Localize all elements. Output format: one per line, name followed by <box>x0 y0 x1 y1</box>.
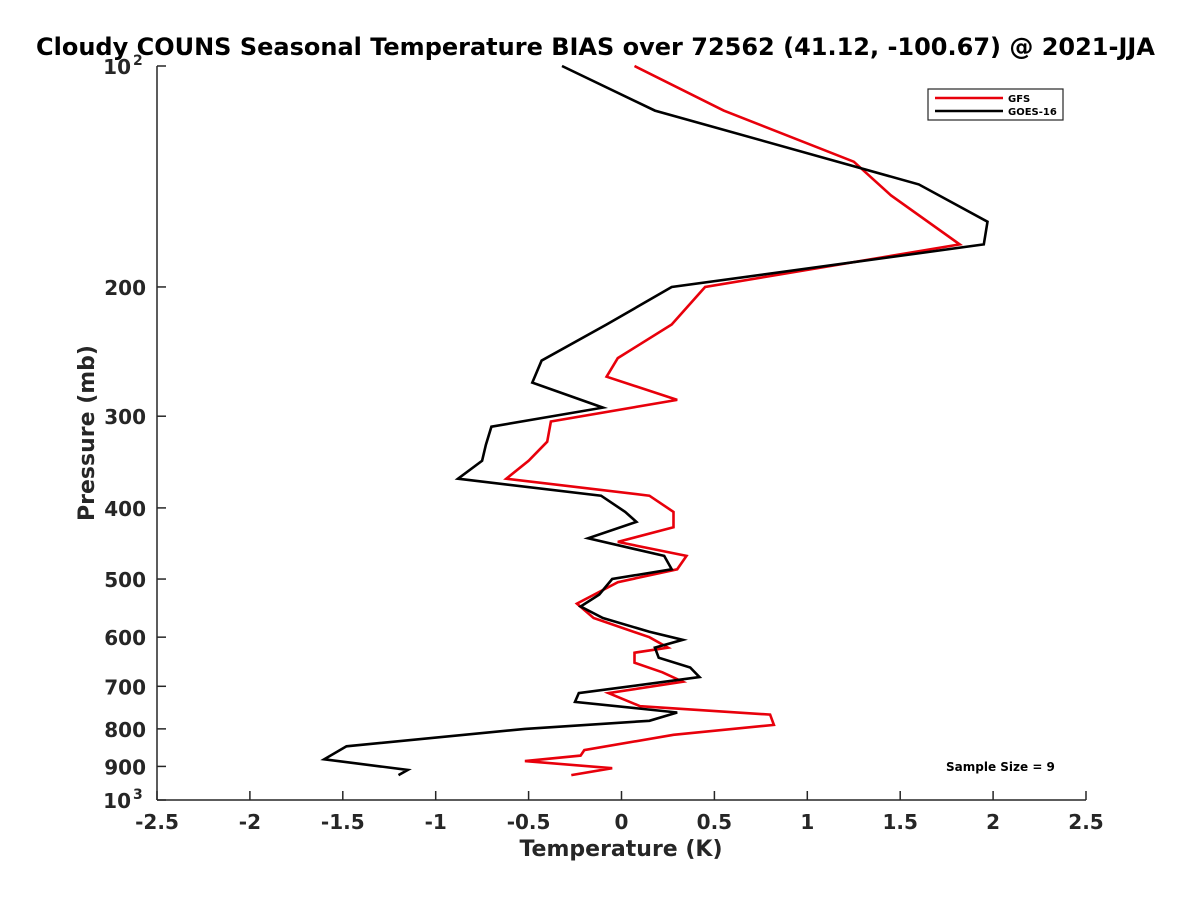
y-tick-label: 700 <box>104 675 146 699</box>
y-tick-label: 400 <box>104 497 146 521</box>
y-tick-label: 500 <box>104 568 146 592</box>
legend-box <box>927 88 1064 121</box>
series-line-gfs <box>503 64 964 777</box>
x-tick-label: -2 <box>239 810 261 834</box>
y-tick-label: 200 <box>104 276 146 300</box>
legend-label: GOES-16 <box>1008 107 1057 118</box>
plot-area <box>156 64 1086 801</box>
x-tick-label: 1.5 <box>882 810 917 834</box>
plot-background <box>157 66 1086 800</box>
x-tick-label: 2 <box>986 810 1000 834</box>
y-tick-label: 900 <box>104 755 146 779</box>
x-tick-label: -0.5 <box>507 810 551 834</box>
x-tick-label: 0.5 <box>697 810 732 834</box>
series-layer <box>320 64 989 777</box>
y-tick-label: 10 <box>103 789 131 813</box>
y-tick-exponent: 2 <box>133 53 143 69</box>
sample-size-annotation: Sample Size = 9 <box>946 760 1055 774</box>
x-tick-label: 1 <box>800 810 814 834</box>
chart-title: Cloudy COUNS Seasonal Temperature BIAS o… <box>36 33 1155 61</box>
x-tick-label: -2.5 <box>135 810 179 834</box>
x-tick-label: -1 <box>425 810 447 834</box>
x-tick-label: -1.5 <box>321 810 365 834</box>
legend: GFS GOES-16 <box>927 88 1064 121</box>
y-tick-label: 300 <box>104 405 146 429</box>
y-tick-exponent: 3 <box>133 787 143 803</box>
y-axis-label: Pressure (mb) <box>75 345 100 521</box>
x-tick-label: 2.5 <box>1068 810 1103 834</box>
series-line-goes-16 <box>320 64 989 777</box>
legend-label: GFS <box>1008 94 1030 105</box>
y-tick-label: 10 <box>103 55 131 79</box>
x-tick-label: 0 <box>615 810 629 834</box>
y-tick-label: 600 <box>104 626 146 650</box>
x-axis-ticks: -2.5 -2 -1.5 -1 -0.5 0 0.5 1 1.5 2 2.5 <box>135 791 1104 834</box>
y-tick-label: 800 <box>104 718 146 742</box>
x-axis-label: Temperature (K) <box>519 837 722 862</box>
